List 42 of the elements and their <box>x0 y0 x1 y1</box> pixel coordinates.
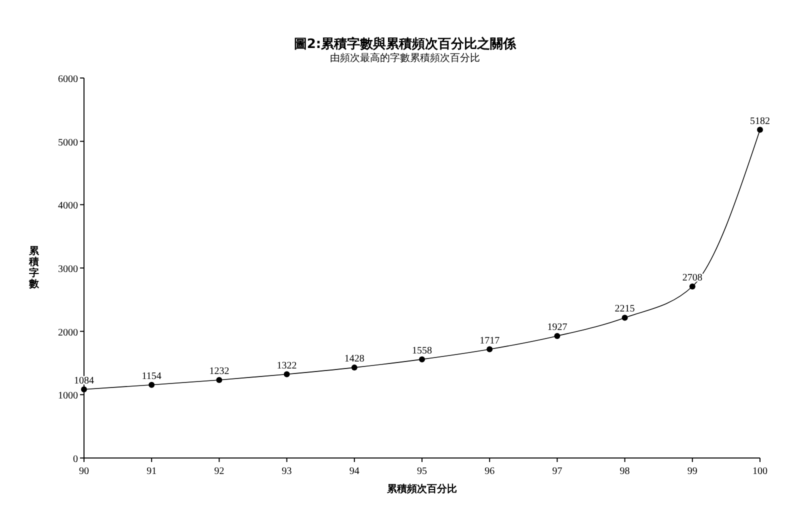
data-label: 1154 <box>142 370 162 382</box>
x-tick-label: 95 <box>417 466 427 477</box>
point <box>757 126 763 133</box>
data-label: 2215 <box>614 304 635 315</box>
x-tick-label: 92 <box>214 466 224 477</box>
x-tick-label: 90 <box>79 466 89 477</box>
y-tick-label: 0 <box>73 454 78 465</box>
point <box>284 371 290 378</box>
x-tick-label: 100 <box>752 466 768 477</box>
data-label: 5182 <box>750 116 770 127</box>
x-tick-label: 93 <box>282 466 292 477</box>
x-tick-label: 94 <box>349 466 360 477</box>
y-tick-label: 6000 <box>58 74 78 85</box>
data-label: 1558 <box>412 345 432 356</box>
chart-subtitle: 由頻次最高的字數累積頻次百分比 <box>330 52 480 64</box>
point <box>148 382 155 388</box>
point <box>622 314 628 321</box>
point <box>351 364 358 371</box>
data-label: 1322 <box>276 360 297 372</box>
data-label: 1232 <box>209 366 230 377</box>
x-tick-label: 91 <box>146 466 157 477</box>
x-tick-label: 99 <box>687 466 698 477</box>
y-tick-label: 1000 <box>58 390 78 402</box>
data-label: 1927 <box>547 322 568 333</box>
x-tick-label: 98 <box>620 466 630 477</box>
point <box>216 376 222 383</box>
point <box>419 356 425 362</box>
point <box>554 332 560 339</box>
point <box>81 386 87 392</box>
x-tick-label: 96 <box>484 466 495 477</box>
y-tick-label: 4000 <box>58 200 78 212</box>
y-axis-title: 累積字數 <box>28 245 40 290</box>
data-label: 1717 <box>480 335 500 346</box>
chart-title: 圖2:累積字數與累積頻次百分比之關係 <box>294 36 518 52</box>
x-axis-title: 累積頻次百分比 <box>386 483 457 495</box>
point <box>486 346 493 352</box>
y-tick-label: 2000 <box>58 327 78 338</box>
y-tick-label: 5000 <box>58 137 78 148</box>
x-tick-label: 97 <box>552 466 562 477</box>
y-tick-label: 3000 <box>58 264 78 275</box>
data-label: 1428 <box>344 354 364 365</box>
point <box>689 283 696 290</box>
